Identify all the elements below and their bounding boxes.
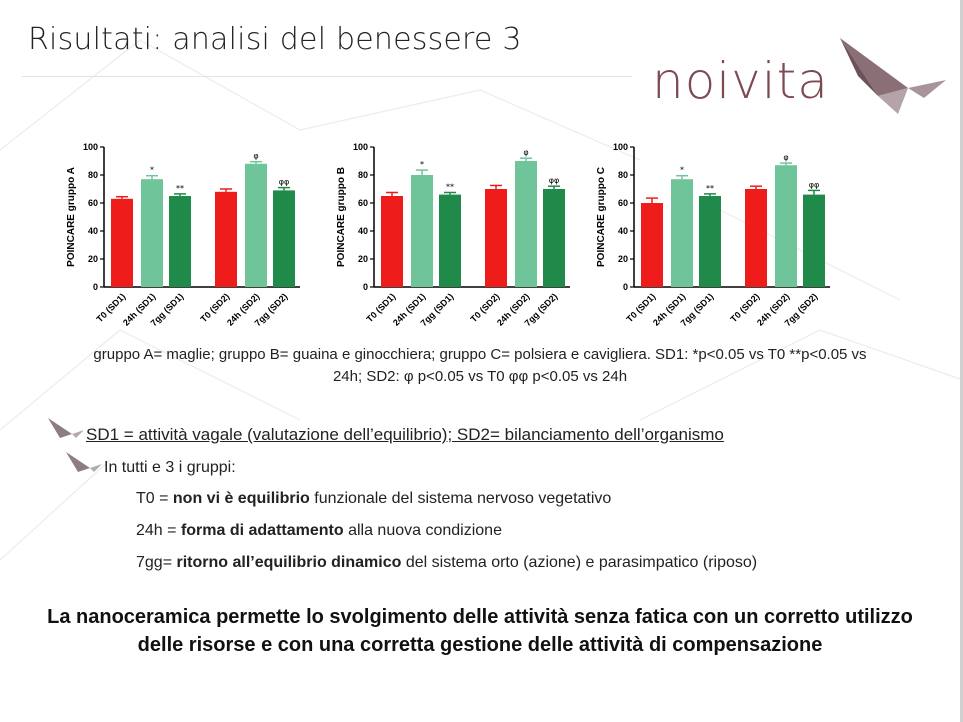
bird-logo-icon: [840, 38, 946, 114]
t0-rest: funzionale del sistema nervoso vegetativ…: [309, 490, 612, 507]
y-tick-label: 60: [618, 198, 628, 208]
y-tick-label: 20: [358, 254, 368, 264]
y-tick-label: 80: [618, 170, 628, 180]
y-tick-label: 20: [88, 254, 98, 264]
all-groups-heading: In tutti e 3 i gruppi:: [104, 459, 236, 476]
y-tick-label: 20: [618, 254, 628, 264]
significance-label: *: [420, 160, 424, 169]
h24-prefix: 24h =: [136, 522, 181, 539]
significance-label: *: [680, 166, 684, 175]
t0-bold: non vi è equilibrio: [172, 490, 310, 507]
y-tick-label: 0: [93, 282, 98, 292]
logo-text: noivita: [652, 52, 829, 110]
gg7-rest: del sistema orto (azione) e parasimpatic…: [401, 554, 758, 571]
y-tick-label: 80: [358, 170, 368, 180]
significance-label: *: [150, 166, 154, 175]
significance-label: **: [446, 183, 454, 192]
gg7-description: 7gg= ritorno all’equilibrio dinamico del…: [136, 554, 757, 572]
significance-label: **: [706, 184, 714, 193]
slide-frame-edge: [960, 0, 963, 722]
title-divider: [22, 76, 632, 77]
bar: [215, 191, 237, 287]
bar: [699, 196, 721, 287]
gg7-bold: ritorno all’equilibrio dinamico: [176, 554, 402, 571]
bar: [111, 198, 133, 287]
y-axis-label: POINCARE gruppo B: [336, 167, 347, 267]
significance-label: φφ: [279, 178, 290, 187]
bar: [381, 196, 403, 287]
y-tick-label: 40: [358, 226, 368, 236]
t0-description: T0 = non vi è equilibrio funzionale del …: [136, 490, 611, 508]
bar: [169, 196, 191, 287]
significance-label: φ: [783, 153, 788, 162]
slide-title: Risultati: analisi del benessere 3: [28, 22, 522, 57]
significance-label: **: [176, 184, 184, 193]
y-tick-label: 60: [358, 198, 368, 208]
h24-description: 24h = forma di adattamento alla nuova co…: [136, 522, 502, 540]
significance-label: φφ: [549, 176, 560, 185]
y-axis-label: POINCARE gruppo C: [596, 167, 607, 267]
y-tick-label: 100: [353, 142, 368, 152]
significance-label: φ: [523, 148, 528, 157]
y-axis-label: POINCARE gruppo A: [66, 167, 77, 267]
bar: [775, 165, 797, 287]
bar: [141, 179, 163, 287]
y-tick-label: 60: [88, 198, 98, 208]
y-tick-label: 0: [623, 282, 628, 292]
bar: [641, 203, 663, 287]
bar: [411, 175, 433, 287]
bar: [745, 189, 767, 287]
sd-definition: SD1 = attività vagale (valutazione dell’…: [86, 425, 724, 444]
bar: [671, 179, 693, 287]
chart-caption: gruppo A= maglie; gruppo B= guaina e gin…: [40, 344, 920, 388]
bar: [245, 163, 267, 287]
bird-bullet-icon: [66, 452, 102, 472]
bird-bullet-icon: [48, 418, 84, 438]
t0-prefix: T0 =: [136, 490, 173, 507]
y-tick-label: 100: [83, 142, 98, 152]
y-tick-label: 100: [613, 142, 628, 152]
conclusion-text: La nanoceramica permette lo svolgimento …: [47, 606, 913, 656]
gg7-prefix: 7gg=: [136, 554, 177, 571]
bar: [273, 190, 295, 287]
bar: [515, 161, 537, 287]
y-tick-label: 0: [363, 282, 368, 292]
y-tick-label: 40: [88, 226, 98, 236]
significance-label: φ: [253, 152, 258, 161]
caption-line-2: 24h; SD2: φ p<0.05 vs T0 φφ p<0.05 vs 24…: [332, 368, 628, 385]
y-tick-label: 80: [88, 170, 98, 180]
h24-bold: forma di adattamento: [180, 522, 344, 539]
caption-line-1: gruppo A= maglie; gruppo B= guaina e gin…: [93, 346, 867, 363]
y-tick-label: 40: [618, 226, 628, 236]
bar: [485, 189, 507, 287]
h24-rest: alla nuova condizione: [343, 522, 502, 539]
bar: [543, 189, 565, 287]
bar: [439, 194, 461, 287]
bar: [803, 194, 825, 287]
significance-label: φφ: [809, 180, 820, 189]
